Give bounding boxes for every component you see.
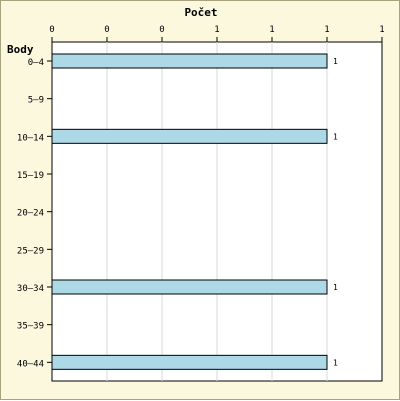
x-tick-label: 0 — [159, 25, 164, 35]
y-tick-label: 40–44 — [17, 359, 44, 369]
y-tick-label: 30–34 — [17, 284, 44, 294]
y-tick-label: 35–39 — [17, 322, 44, 332]
x-tick-label: 1 — [269, 25, 274, 35]
data-label: 1 — [333, 358, 338, 367]
x-tick-label: 0 — [104, 25, 109, 35]
bar — [51, 279, 328, 295]
bar — [51, 128, 328, 144]
grid-layer — [106, 42, 328, 381]
y-tick-label: 20–24 — [17, 209, 44, 219]
x-tick-label: 1 — [214, 25, 219, 35]
y-tick-label: 25–29 — [17, 246, 44, 256]
data-label: 1 — [333, 283, 338, 292]
x-tick-label: 1 — [324, 25, 329, 35]
label-layer: 0 0 0 1 1 1 1 0–4 1 5–9 10–14 1 15–19 20–24 25–29 30–34… — [17, 25, 385, 369]
y-axis-title: Body — [7, 43, 34, 56]
y-tick-label: 15–19 — [17, 171, 44, 181]
data-label: 1 — [333, 132, 338, 141]
bar — [51, 354, 328, 370]
y-tick-label: 0–4 — [28, 58, 44, 68]
tick-layer — [47, 37, 383, 363]
y-tick-label: 10–14 — [17, 133, 44, 143]
chart-title: Počet — [184, 6, 217, 19]
x-tick-label: 0 — [49, 25, 54, 35]
y-tick-label: 5–9 — [28, 96, 44, 106]
x-tick-label: 1 — [379, 25, 384, 35]
data-label: 1 — [333, 57, 338, 66]
bar — [51, 53, 328, 69]
